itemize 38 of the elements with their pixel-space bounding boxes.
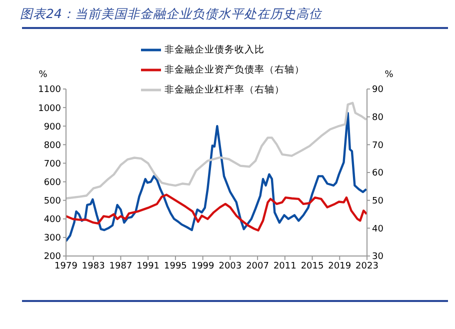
x-tick-label: 2011 xyxy=(273,261,296,272)
y-tick-label: 1100 xyxy=(38,85,62,96)
y-tick-label: 800 xyxy=(44,140,62,151)
legend-label: 非金融企业债务收入比 xyxy=(164,44,264,56)
x-tick-label: 2023 xyxy=(356,261,378,272)
legend-label: 非金融企业资产负债率（右轴） xyxy=(164,64,304,76)
line-series xyxy=(66,112,367,242)
y-tick-label: 500 xyxy=(44,196,62,207)
y-tick-label: 900 xyxy=(44,122,62,132)
y2-tick-label: 80 xyxy=(372,113,384,124)
y2-axis-title: % xyxy=(384,70,394,80)
x-tick-label: 1991 xyxy=(136,261,160,272)
y-tick-label: 300 xyxy=(44,234,62,244)
chart-title: 图表24：当前美国非金融企业负债水平处在历史高位 xyxy=(20,6,322,23)
x-tick-label: 1987 xyxy=(109,261,132,272)
y-tick-label: 700 xyxy=(44,159,62,170)
y2-tick-label: 50 xyxy=(372,196,384,207)
x-tick-label: 2015 xyxy=(300,261,324,272)
x-tick-label: 1983 xyxy=(82,261,105,272)
y2-tick-label: 90 xyxy=(372,85,384,96)
y2-tick-label: 40 xyxy=(372,224,384,234)
legend-label: 非金融企业杠杆率（右轴） xyxy=(164,84,284,96)
y-tick-label: 400 xyxy=(44,215,62,226)
y2-tick-label: 70 xyxy=(372,140,384,151)
x-tick-label: 2003 xyxy=(218,261,242,272)
x-tick-label: 1979 xyxy=(54,261,78,272)
x-tick-label: 1999 xyxy=(191,261,215,272)
x-tick-label: 2019 xyxy=(328,261,352,272)
x-tick-label: 2007 xyxy=(246,261,269,272)
y-axis-title: % xyxy=(38,70,48,80)
y2-tick-label: 60 xyxy=(372,168,384,179)
line-series xyxy=(66,194,367,232)
y-tick-label: 600 xyxy=(44,178,62,188)
x-tick-label: 1995 xyxy=(164,261,187,272)
y-tick-label: 200 xyxy=(44,252,62,262)
y-tick-label: 1000 xyxy=(38,104,62,114)
line-series xyxy=(66,102,367,200)
y2-tick-label: 30 xyxy=(372,252,384,262)
